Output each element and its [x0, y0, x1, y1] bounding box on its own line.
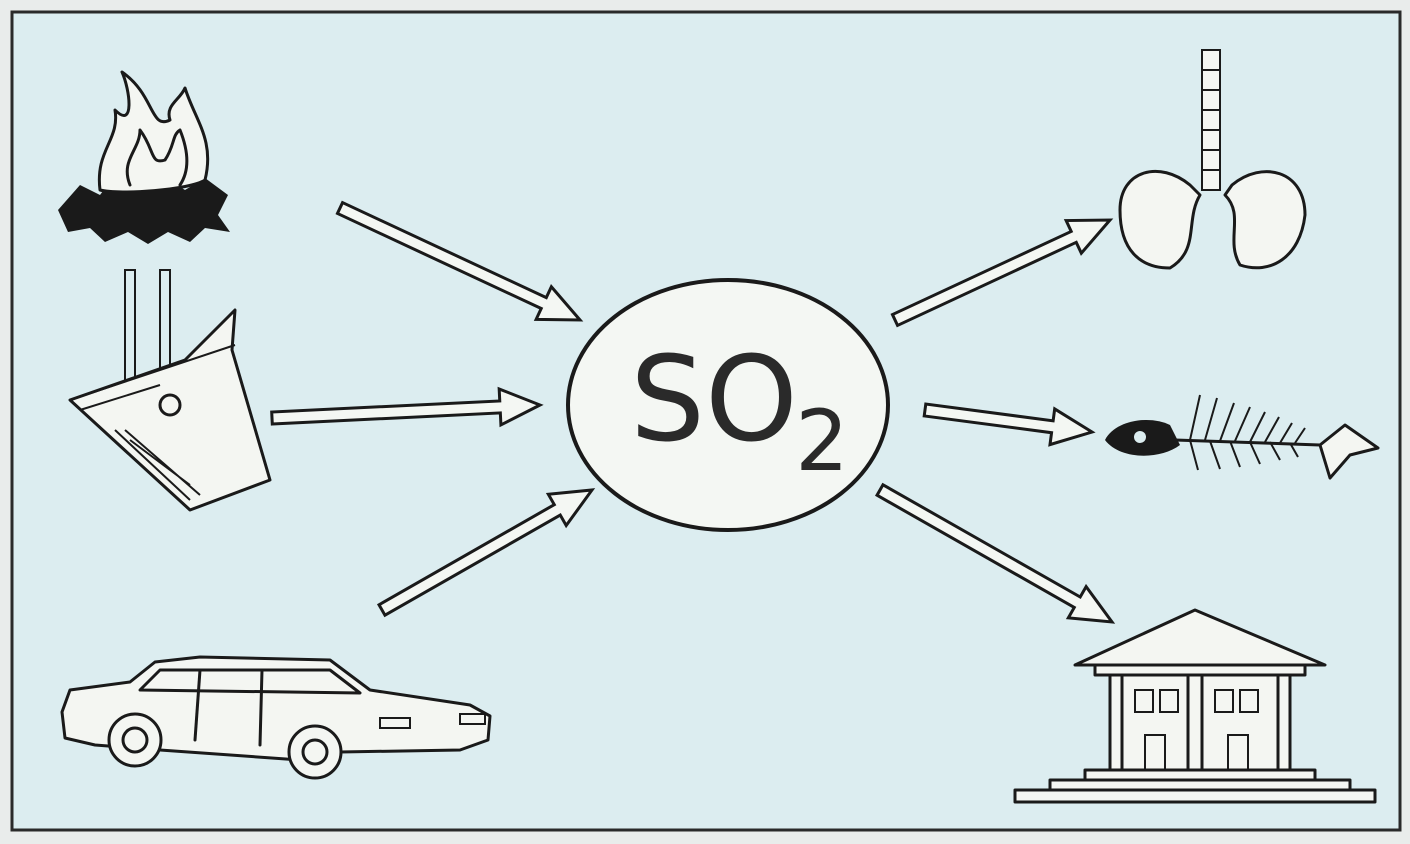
car-icon-part	[289, 726, 341, 778]
fish-icon-part	[1134, 431, 1146, 443]
car-icon-part	[109, 714, 161, 766]
building-icon-part	[1278, 675, 1290, 770]
building-icon-part	[1188, 675, 1202, 770]
page: SO 2	[0, 0, 1410, 844]
building-icon-part	[1015, 790, 1375, 802]
so2-node: SO 2	[568, 280, 888, 530]
car-icon-part	[260, 670, 262, 745]
building-icon-part	[1110, 675, 1122, 770]
so2-label: SO	[630, 330, 798, 468]
ladle-icon-part	[160, 395, 180, 415]
so2-subscript: 2	[795, 392, 848, 490]
diagram: SO 2	[0, 0, 1410, 844]
